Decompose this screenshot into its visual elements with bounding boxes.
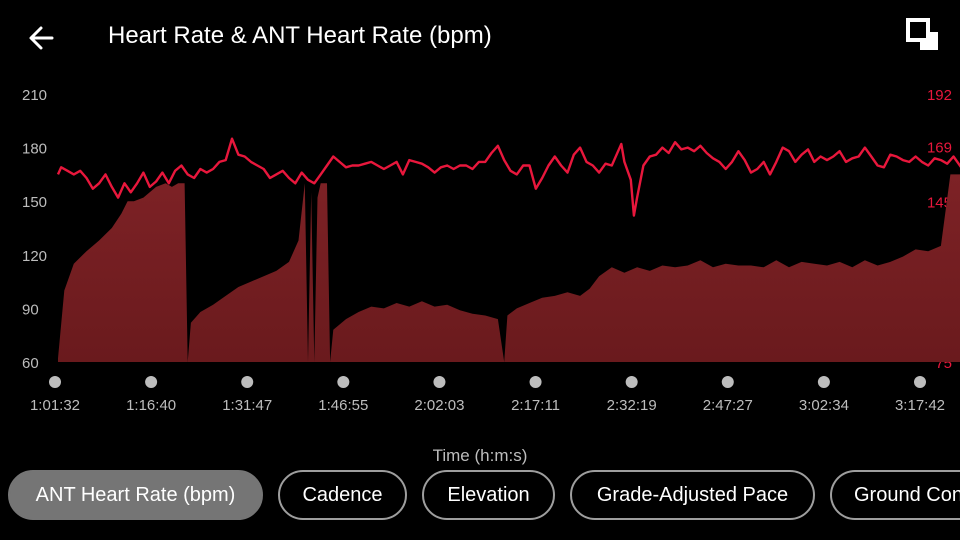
left-axis-tick-label: 90 (22, 301, 39, 318)
ant-heart-rate-area (58, 174, 960, 362)
tab-grade-adjusted-pace[interactable]: Grade-Adjusted Pace (570, 470, 815, 520)
left-axis-tick-label: 120 (22, 248, 47, 265)
x-axis-tick-label: 2:47:27 (703, 397, 753, 414)
tab-cadence[interactable]: Cadence (278, 470, 407, 520)
x-axis-tick-dot (817, 376, 830, 388)
x-axis-title: Time (h:m:s) (432, 446, 528, 465)
left-axis-tick-label: 180 (22, 141, 47, 158)
x-axis-tick-label: 1:01:32 (30, 397, 80, 414)
x-axis-tick-dot (625, 376, 638, 388)
arrow-left-icon[interactable] (22, 18, 62, 58)
x-axis-tick-dot (721, 376, 734, 388)
tab-ground-contact[interactable]: Ground Con (830, 470, 960, 520)
x-axis-tick-dot (49, 376, 61, 388)
x-axis-tick-label: 1:46:55 (318, 397, 368, 414)
fullscreen-icon[interactable] (900, 12, 948, 60)
x-axis-tick-label: 2:32:19 (607, 397, 657, 414)
x-axis-tick-label: 2:17:11 (511, 397, 560, 414)
x-axis-tick-label: 3:02:34 (799, 397, 849, 414)
top-bar: Heart Rate & ANT Heart Rate (bpm) (0, 0, 960, 76)
x-axis-tick-dot (241, 376, 254, 388)
x-axis-tick-label: 2:02:03 (414, 397, 464, 414)
left-axis-tick-label: 150 (22, 194, 47, 211)
x-axis-tick-dot (914, 376, 926, 388)
heart-rate-chart: 210180150120906019216914512298751:01:321… (22, 87, 960, 414)
right-axis-tick-label: 192 (927, 87, 952, 104)
x-axis-tick-label: 3:17:42 (895, 397, 945, 414)
x-axis-tick-dot (145, 376, 158, 388)
tab-ant-heart-rate[interactable]: ANT Heart Rate (bpm) (8, 470, 263, 520)
left-axis-tick-label: 210 (22, 87, 47, 104)
left-axis-tick-label: 60 (22, 355, 39, 372)
x-axis-tick-dot (529, 376, 542, 388)
right-axis-tick-label: 145 (927, 195, 952, 212)
heart-rate-line (56, 137, 960, 217)
x-axis-tick-label: 1:31:47 (222, 397, 272, 414)
right-axis-tick-label: 169 (927, 140, 952, 157)
x-axis-tick-dot (433, 376, 446, 388)
page-title: Heart Rate & ANT Heart Rate (bpm) (108, 22, 492, 49)
tab-elevation[interactable]: Elevation (422, 470, 555, 520)
metric-tabs: ANT Heart Rate (bpm) Cadence Elevation G… (8, 470, 960, 522)
x-axis-tick-label: 1:16:40 (126, 397, 176, 414)
x-axis-tick-dot (337, 376, 350, 388)
